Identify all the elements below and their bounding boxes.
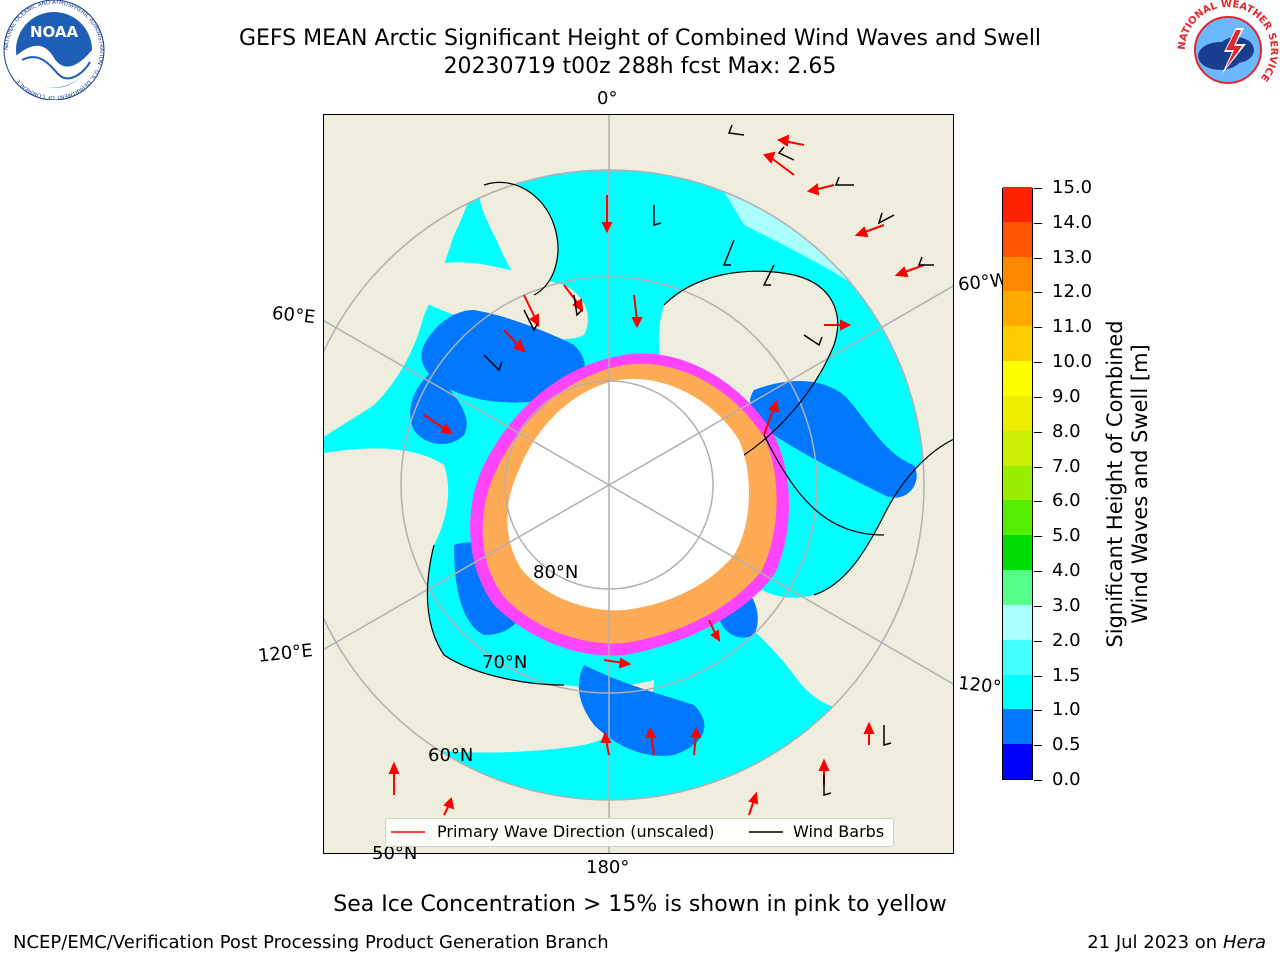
footer-host: Hera — [1222, 932, 1266, 953]
colorbar-segment — [1003, 290, 1032, 327]
colorbar-segment — [1003, 395, 1032, 431]
colorbar-tick-label: 11.0 — [1052, 316, 1093, 338]
lat-label-50n: 50°N — [372, 843, 418, 864]
colorbar-tick-label: 1.5 — [1052, 664, 1081, 686]
colorbar-segment — [1003, 360, 1032, 396]
lat-label-70n: 70°N — [482, 652, 528, 673]
colorbar-tick-label: 5.0 — [1052, 525, 1081, 547]
lon-label-120e: 120°E — [257, 640, 314, 667]
map-subtitle: 20230719 t00z 288h fcst Max: 2.65 — [443, 54, 837, 79]
colorbar-tick-label: 8.0 — [1052, 420, 1081, 442]
noaa-logo-icon: NATIONAL OCEANIC AND ATMOSPHERIC ADMINIS… — [0, 0, 108, 104]
colorbar-tick — [1034, 257, 1042, 259]
colorbar-tick-label: 4.0 — [1052, 560, 1081, 582]
colorbar-tick — [1034, 780, 1042, 781]
colorbar-tick — [1034, 222, 1042, 224]
map-legend: Primary Wave Direction (unscaled) Wind B… — [385, 818, 894, 847]
colorbar-tick — [1034, 396, 1042, 398]
colorbar-tick — [1034, 745, 1042, 747]
lat-label-80n: 80°N — [533, 562, 579, 583]
lon-label-180: 180° — [586, 857, 630, 878]
colorbar-tick — [1034, 362, 1042, 364]
nws-logo-icon: NATIONAL WEATHER SERVICE — [1176, 0, 1280, 104]
colorbar-tick-label: 13.0 — [1052, 246, 1093, 268]
footer-date: 21 Jul 2023 on Hera — [1087, 932, 1266, 953]
colorbar-label-line1: Significant Height of Combined — [1103, 320, 1127, 648]
colorbar-tick-label: 7.0 — [1052, 455, 1081, 477]
colorbar-segment — [1003, 569, 1032, 605]
colorbar-tick — [1034, 605, 1042, 607]
footer-date-text: 21 Jul 2023 on — [1087, 932, 1223, 953]
map-title: GEFS MEAN Arctic Significant Height of C… — [238, 26, 1042, 51]
sea-ice-caption: Sea Ice Concentration > 15% is shown in … — [333, 892, 947, 917]
colorbar-tick — [1034, 571, 1042, 573]
colorbar-tick — [1034, 188, 1042, 189]
colorbar-tick-label: 2.0 — [1052, 629, 1081, 651]
colorbar-segment — [1003, 325, 1032, 362]
colorbar-tick-label: 6.0 — [1052, 490, 1081, 512]
lon-label-60w: 60°W — [957, 269, 1009, 296]
colorbar-segment — [1003, 430, 1032, 466]
colorbar-tick-label: 0.0 — [1052, 769, 1081, 790]
colorbar-segment — [1003, 534, 1032, 571]
footer-credit: NCEP/EMC/Verification Post Processing Pr… — [13, 932, 609, 953]
colorbar-segment — [1003, 743, 1032, 779]
colorbar-tick — [1034, 292, 1042, 294]
colorbar-segment — [1003, 674, 1032, 710]
colorbar-label: Significant Height of Combined Wind Wave… — [1103, 320, 1153, 647]
colorbar-tick — [1034, 327, 1042, 329]
colorbar — [1002, 186, 1033, 780]
colorbar-tick-label: 10.0 — [1052, 351, 1093, 373]
colorbar-segment — [1003, 256, 1032, 292]
colorbar-segment — [1003, 221, 1032, 257]
legend-wind-barbs: Wind Barbs — [793, 822, 885, 841]
colorbar-tick-label: 9.0 — [1052, 385, 1081, 407]
colorbar-tick — [1034, 675, 1042, 677]
colorbar-segment — [1003, 186, 1032, 222]
noaa-logo-text: NOAA — [30, 23, 79, 41]
lat-label-60n: 60°N — [428, 745, 474, 766]
lon-label-0: 0° — [597, 88, 618, 109]
legend-primary-wave: Primary Wave Direction (unscaled) — [437, 822, 715, 841]
colorbar-tick-label: 3.0 — [1052, 594, 1081, 616]
colorbar-segment — [1003, 499, 1032, 536]
colorbar-label-line2: Wind Waves and Swell [m] — [1128, 344, 1152, 624]
colorbar-tick — [1034, 640, 1042, 642]
colorbar-tick-label: 0.5 — [1052, 734, 1081, 756]
colorbar-tick — [1034, 466, 1042, 468]
colorbar-tick — [1034, 536, 1042, 538]
polar-map — [323, 114, 954, 854]
colorbar-tick-label: 14.0 — [1052, 211, 1093, 233]
colorbar-segment — [1003, 465, 1032, 501]
colorbar-tick — [1034, 431, 1042, 433]
colorbar-tick-label: 15.0 — [1052, 177, 1093, 198]
colorbar-tick — [1034, 501, 1042, 503]
colorbar-segment — [1003, 639, 1032, 675]
colorbar-segment — [1003, 708, 1032, 745]
colorbar-tick-label: 12.0 — [1052, 281, 1093, 303]
lon-label-60e: 60°E — [271, 302, 317, 329]
colorbar-segment — [1003, 604, 1032, 640]
colorbar-tick-label: 1.0 — [1052, 699, 1081, 721]
colorbar-tick — [1034, 710, 1042, 712]
